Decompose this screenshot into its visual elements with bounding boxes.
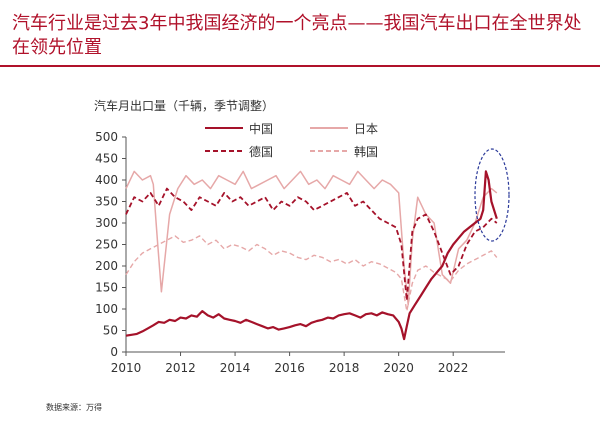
y-tick-label: 100 [95,302,118,316]
y-tick-label: 0 [110,345,118,359]
x-tick-label: 2012 [165,361,196,375]
x-tick-label: 2016 [274,361,305,375]
chart-title: 汽车月出口量（千辆，季节调整） [94,98,274,113]
chart-series [125,170,498,341]
series-line-3 [125,235,498,312]
y-tick-label: 50 [103,324,118,338]
highlight-ellipse [474,148,510,242]
x-tick-label: 2022 [438,361,469,375]
chart-axes: 0 50 100 150 200 250 300 350 400 450 500 2010 2012 20… [95,130,505,375]
series-line-0 [125,170,498,341]
x-tick-label: 2020 [383,361,414,375]
y-tick-label: 400 [95,173,118,187]
x-tick-label: 2010 [111,361,142,375]
legend-label-0: 中国 [249,121,273,136]
y-tick-label: 250 [95,238,118,252]
y-tick-label: 500 [95,130,118,144]
legend-label-1: 日本 [354,122,378,136]
y-tick-label: 200 [95,259,118,273]
y-tick-label: 450 [95,152,118,166]
series-line-1 [125,170,498,306]
legend-label-3: 韩国 [354,144,378,159]
headline-divider [0,65,600,67]
series-line-2 [125,187,498,302]
x-tick-label: 2014 [220,361,251,375]
y-tick-label: 300 [95,216,118,230]
x-tick-label: 2018 [329,361,360,375]
data-source-note: 数据来源：万得 [46,403,102,412]
y-tick-label: 350 [95,195,118,209]
page-headline: 汽车行业是过去3年中我国经济的一个亮点——我国汽车出口在全世界处在领先位置 [12,13,582,58]
legend-label-2: 德国 [249,144,273,159]
y-tick-label: 150 [95,281,118,295]
